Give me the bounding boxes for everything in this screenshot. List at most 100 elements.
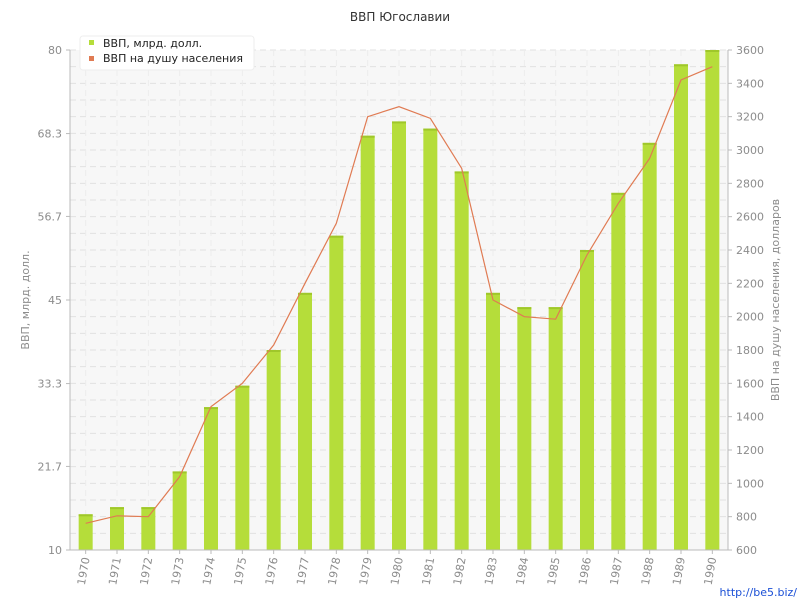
bar-1982 — [454, 171, 469, 550]
x-tick-label: 1986 — [576, 556, 594, 586]
right-tick-label: 1200 — [736, 444, 764, 457]
left-axis-ticks: 10 21.7 33.3 45 56.7 68.3 80 — [38, 44, 70, 557]
right-tick-label: 3200 — [736, 111, 764, 124]
x-tick-label: 1970 — [75, 556, 93, 586]
x-tick-label: 1972 — [138, 556, 156, 586]
x-tick-label: 1980 — [388, 556, 406, 586]
right-tick-label: 1000 — [736, 477, 764, 490]
right-tick-label: 600 — [736, 544, 757, 557]
right-tick-label: 2400 — [736, 244, 764, 257]
bar-1977 — [298, 292, 312, 550]
x-tick-label: 1989 — [670, 556, 688, 586]
right-tick-label: 1800 — [736, 344, 764, 357]
bar-1988 — [642, 142, 657, 550]
bar-top-1983 — [486, 292, 500, 295]
bar-1974 — [204, 407, 218, 550]
bar-1986 — [580, 250, 594, 550]
x-tick-label: 1983 — [482, 556, 500, 586]
bar-top-1985 — [548, 307, 563, 310]
bar-top-1981 — [423, 128, 438, 131]
bar-1978 — [329, 235, 344, 550]
x-tick-label: 1975 — [232, 556, 250, 586]
bar-1984 — [517, 307, 532, 550]
left-tick-label: 33.3 — [38, 378, 63, 391]
x-tick-label: 1978 — [326, 556, 344, 586]
left-tick-label: 80 — [48, 44, 62, 57]
per-capita-line — [85, 66, 713, 524]
bar-top-1984 — [517, 307, 532, 310]
right-axis-ticks: 600 800 1000 1200 1400 1600 1800 2000 2200 2400 26… — [728, 44, 764, 557]
x-tick-label: 1977 — [294, 556, 312, 586]
bar-1972 — [141, 507, 156, 550]
x-tick-label: 1987 — [608, 556, 626, 586]
x-axis-ticks: 1970 1971 1972 1973 1974 1975 1976 1977 1978 1979… — [75, 550, 719, 586]
bar-top-1989 — [674, 64, 688, 67]
x-tick-label: 1988 — [639, 556, 657, 586]
right-tick-label: 1600 — [736, 377, 764, 390]
right-tick-label: 2000 — [736, 311, 764, 324]
right-tick-label: 800 — [736, 511, 757, 524]
left-tick-label: 56.7 — [38, 210, 63, 223]
bar-top-1982 — [454, 171, 469, 174]
right-tick-label: 2600 — [736, 211, 764, 224]
bar-top-1979 — [360, 135, 375, 138]
bar-top-1971 — [110, 507, 124, 510]
line-series — [85, 66, 713, 524]
chart-title: ВВП Югославии — [350, 10, 450, 24]
right-tick-label: 1400 — [736, 411, 764, 424]
bar-series — [78, 50, 720, 551]
bar-top-1972 — [141, 507, 156, 510]
x-tick-label: 1981 — [420, 556, 438, 586]
left-tick-label: 45 — [48, 294, 62, 307]
bar-top-1977 — [298, 292, 312, 295]
bar-1979 — [360, 135, 375, 550]
left-tick-label: 68.3 — [38, 128, 63, 141]
bar-top-1986 — [580, 250, 594, 252]
watermark[interactable]: http://be5.biz/ — [720, 586, 798, 599]
left-tick-label: 21.7 — [38, 460, 63, 473]
x-tick-label: 1985 — [545, 556, 563, 586]
bar-top-1980 — [392, 121, 406, 124]
legend-label-per-capita: ВВП на душу населения — [103, 52, 243, 65]
x-tick-label: 1982 — [451, 556, 469, 586]
bar-top-1975 — [235, 385, 250, 388]
bar-top-1990 — [705, 50, 720, 52]
bar-1973 — [172, 471, 187, 550]
bar-1983 — [486, 292, 500, 550]
legend[interactable]: ВВП, млрд. долл. ВВП на душу населения — [79, 35, 255, 71]
legend-swatch-gdp — [89, 40, 94, 45]
x-tick-label: 1990 — [702, 556, 720, 586]
right-tick-label: 3400 — [736, 77, 764, 90]
legend-box — [79, 35, 255, 71]
x-tick-label: 1973 — [169, 556, 187, 586]
bar-top-1970 — [78, 514, 93, 517]
x-tick-label: 1984 — [514, 556, 532, 586]
bar-1985 — [548, 307, 563, 550]
left-tick-label: 10 — [48, 544, 62, 557]
bar-top-1974 — [204, 407, 218, 410]
bar-top-1987 — [611, 192, 626, 195]
bar-1989 — [674, 64, 688, 551]
bar-top-1978 — [329, 235, 344, 238]
x-tick-label: 1974 — [200, 556, 218, 586]
right-tick-label: 2200 — [736, 277, 764, 290]
y2-axis-label: ВВП на душу населения, долларов — [769, 199, 782, 401]
x-tick-label: 1979 — [357, 556, 375, 586]
y-axis-label: ВВП, млрд. долл. — [19, 250, 32, 349]
x-tick-label: 1971 — [106, 556, 124, 586]
bar-top-1988 — [642, 142, 657, 145]
bar-1971 — [110, 507, 124, 550]
bar-1981 — [423, 128, 438, 551]
right-tick-label: 3000 — [736, 144, 764, 157]
right-tick-label: 3600 — [736, 44, 764, 57]
bar-top-1976 — [266, 350, 281, 352]
bar-1970 — [78, 514, 93, 550]
x-tick-label: 1976 — [263, 556, 281, 586]
bar-1987 — [611, 192, 626, 550]
bar-1976 — [266, 350, 281, 550]
bar-1980 — [392, 121, 406, 550]
right-tick-label: 2800 — [736, 177, 764, 190]
legend-label-gdp: ВВП, млрд. долл. — [103, 37, 202, 50]
bar-1990 — [705, 50, 720, 550]
